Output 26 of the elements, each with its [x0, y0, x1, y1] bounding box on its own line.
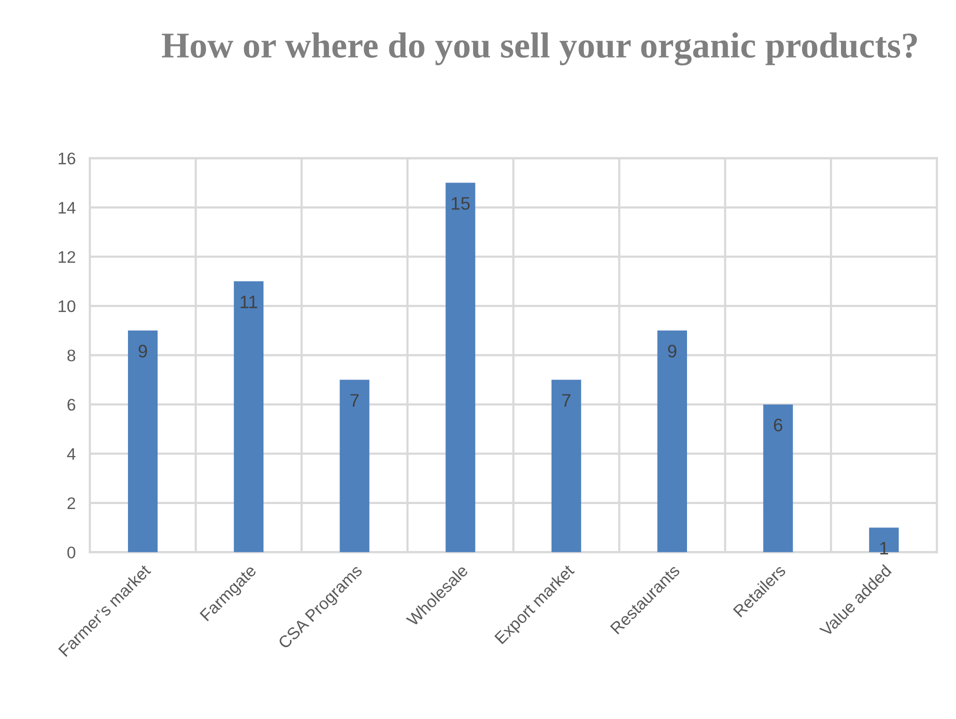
bar: [234, 281, 264, 552]
data-label: 7: [562, 394, 570, 407]
y-tick-label: 6: [68, 398, 76, 411]
y-tick-label: 12: [58, 251, 76, 263]
bar: [128, 330, 158, 552]
y-tick-label: 0: [67, 546, 76, 558]
data-label: 11: [240, 296, 258, 308]
y-tick-label: 8: [67, 350, 76, 362]
data-label: 9: [668, 344, 676, 358]
bar: [763, 404, 793, 552]
bar: [446, 182, 476, 552]
chart-title: How or where do you sell your organic products?: [162, 32, 917, 66]
bar: [340, 380, 370, 552]
data-label: 1: [880, 542, 888, 554]
y-tick-label: 2: [68, 497, 76, 509]
y-tick-label: 10: [58, 300, 76, 312]
y-tick-label: 14: [58, 202, 76, 214]
bar: [551, 380, 582, 552]
bar: [869, 528, 899, 552]
data-label: 9: [138, 344, 147, 358]
y-tick-label: 4: [67, 448, 76, 460]
y-tick-label: 16: [58, 152, 76, 164]
data-label: 15: [452, 197, 470, 210]
data-label: 6: [774, 418, 782, 432]
data-label: 7: [350, 394, 359, 407]
bar: [657, 330, 688, 552]
